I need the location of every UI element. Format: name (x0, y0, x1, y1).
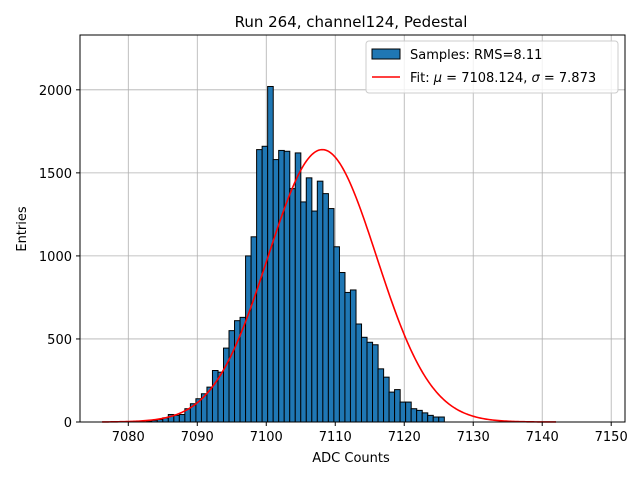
histogram-bar (316, 180, 324, 423)
histogram-bar (338, 272, 346, 423)
chart-title: Run 264, channel124, Pedestal (235, 13, 468, 31)
x-tick-label: 7090 (181, 430, 214, 445)
histogram-bar (421, 412, 429, 423)
histogram-bar (228, 330, 236, 423)
histogram-bar (349, 289, 357, 423)
gaussian-fit-curve (102, 148, 557, 423)
histogram-bar (261, 145, 269, 423)
histogram-bar (438, 416, 445, 423)
histogram-bar (383, 376, 390, 423)
histogram-bar (250, 236, 258, 423)
y-tick-label: 1500 (39, 167, 72, 182)
y-axis-label: Entries (15, 206, 30, 252)
histogram-bar (344, 291, 351, 423)
histogram-bar (394, 389, 401, 423)
histogram-bar (399, 401, 407, 423)
histogram-bar (405, 401, 412, 423)
histogram-bar (416, 409, 423, 423)
y-axis-ticks: 0 500 1000 1500 2000 (39, 84, 80, 431)
x-tick-label: 7140 (526, 430, 559, 445)
histogram-bar (355, 323, 363, 423)
histogram-bar (322, 193, 329, 423)
histogram-bar (372, 344, 379, 423)
histogram-bar (278, 149, 285, 423)
histogram-bar (173, 414, 180, 423)
y-tick-label: 1000 (39, 250, 72, 265)
histogram-bar (222, 347, 230, 423)
legend-fit-label: Fit: μ = 7108.124, σ = 7.873 (410, 71, 596, 86)
x-tick-label: 7080 (112, 430, 145, 445)
histogram-bar (388, 391, 396, 423)
x-tick-label: 7150 (595, 430, 628, 445)
legend-box (365, 40, 619, 94)
x-axis-ticks: 7080 7090 7100 7110 7120 7130 7140 7150 (112, 422, 628, 445)
legend-samples-swatch (371, 48, 401, 60)
histogram-bar (289, 188, 296, 423)
histogram-bar (217, 371, 225, 423)
grid-lines (80, 35, 625, 423)
histogram-bar (272, 159, 280, 423)
histogram-bar (410, 408, 418, 423)
histogram-bar (245, 255, 252, 423)
histogram-bar (327, 208, 335, 423)
histogram-bar (294, 152, 302, 423)
x-axis-label: ADC Counts (312, 451, 390, 466)
legend: Samples: RMS=8.11 Fit: μ = 7108.124, σ =… (365, 40, 619, 94)
histogram-bar (283, 150, 291, 423)
histogram-bar (366, 341, 374, 423)
histogram-bar (377, 368, 385, 423)
histogram-bar (432, 416, 440, 423)
legend-samples-label: Samples: RMS=8.11 (410, 48, 542, 63)
histogram-bar (305, 177, 313, 423)
histogram-bar (256, 149, 263, 423)
histogram-bar (360, 336, 368, 423)
axes-frame (79, 34, 626, 423)
histogram-bars (145, 85, 445, 423)
y-tick-label: 0 (64, 416, 72, 431)
x-tick-label: 7130 (457, 430, 490, 445)
x-tick-label: 7100 (250, 430, 283, 445)
x-tick-label: 7120 (388, 430, 421, 445)
histogram-bar (427, 414, 434, 423)
x-tick-label: 7110 (319, 430, 352, 445)
histogram-bar (300, 201, 307, 423)
y-tick-label: 2000 (39, 84, 72, 99)
y-tick-label: 500 (47, 333, 72, 348)
histogram-bar (178, 414, 186, 423)
histogram-bar (333, 246, 340, 423)
histogram-bar (311, 210, 318, 423)
histogram-bar (211, 370, 219, 423)
plot-area: 7080 7090 7100 7110 7120 7130 7140 7150 0 500 100… (39, 34, 628, 445)
